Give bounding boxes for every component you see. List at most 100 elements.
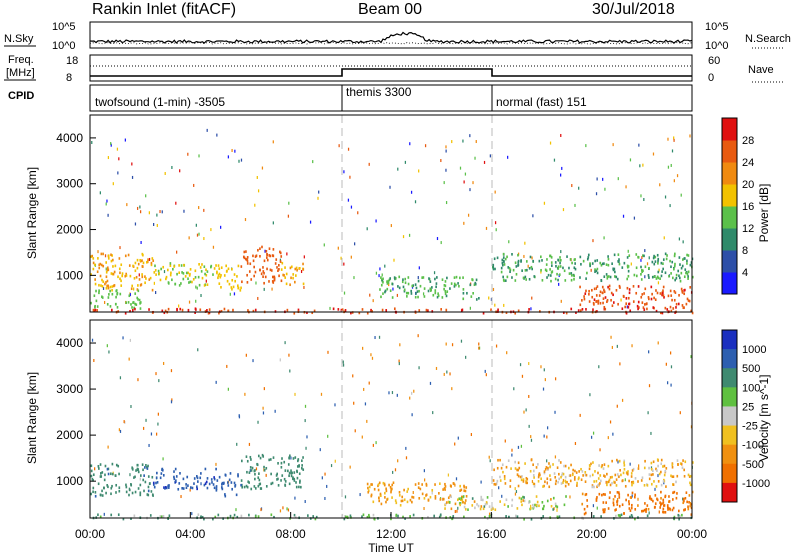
- velocity-data-cell: [388, 483, 390, 487]
- power-data-cell: [302, 262, 304, 266]
- power-data-cell: [200, 270, 203, 273]
- velocity-data-cell: [149, 514, 152, 517]
- velocity-data-cell: [227, 484, 230, 487]
- velocity-scatter-cell: [130, 405, 132, 409]
- velocity-scatter-cell: [284, 341, 286, 345]
- power-data-cell: [386, 280, 388, 283]
- velocity-data-cell: [390, 490, 392, 494]
- power-scatter-cell: [318, 190, 320, 194]
- velocity-scatter-cell: [478, 346, 481, 350]
- power-data-cell: [171, 278, 173, 282]
- velocity-scatter-cell: [484, 369, 486, 373]
- velocity-data-cell: [366, 482, 369, 486]
- velocity-data-cell: [514, 467, 517, 470]
- power-data-cell: [678, 276, 681, 280]
- power-data-cell: [414, 295, 417, 299]
- velocity-scatter-cell: [238, 415, 241, 419]
- power-data-cell: [674, 262, 676, 266]
- velocity-data-cell: [117, 513, 120, 516]
- velocity-data-cell: [213, 486, 216, 490]
- power-scatter-cell: [212, 245, 215, 249]
- velocity-data-cell: [250, 458, 252, 461]
- power-data-cell: [445, 294, 448, 298]
- power-data-cell: [496, 256, 499, 260]
- power-scatter-cell: [203, 208, 205, 212]
- velocity-data-cell: [271, 481, 274, 485]
- power-data-cell: [528, 308, 530, 311]
- velocity-data-cell: [460, 497, 463, 500]
- velocity-data-cell: [662, 501, 665, 504]
- velocity-data-cell: [464, 501, 466, 505]
- velocity-data-cell: [402, 515, 404, 519]
- power-scatter-cell: [244, 218, 247, 222]
- nsearch-label: N.Search: [745, 33, 791, 45]
- velocity-data-cell: [652, 460, 655, 464]
- power-data-cell: [290, 276, 292, 280]
- power-data-cell: [436, 295, 439, 299]
- velocity-data-cell: [377, 488, 380, 492]
- power-scatter-cell: [103, 300, 106, 304]
- power-data-cell: [508, 267, 511, 270]
- power-data-cell: [121, 274, 124, 278]
- velocity-data-cell: [667, 508, 669, 511]
- velocity-data-cell: [657, 464, 659, 468]
- power-data-cell: [154, 264, 156, 268]
- power-data-cell: [441, 296, 444, 299]
- power-scatter-cell: [353, 276, 355, 280]
- velocity-data-cell: [230, 481, 233, 484]
- power-data-cell: [417, 279, 420, 283]
- velocity-data-cell: [581, 470, 584, 473]
- power-scatter-cell: [255, 281, 257, 285]
- power-data-cell: [191, 280, 193, 284]
- velocity-data-cell: [600, 465, 603, 469]
- power-scatter-cell: [474, 156, 476, 160]
- power-data-cell: [434, 289, 437, 292]
- velocity-scatter-cell: [605, 480, 607, 484]
- power-data-cell: [533, 275, 536, 278]
- power-data-cell: [482, 311, 485, 315]
- power-data-cell: [680, 266, 683, 270]
- power-data-cell: [606, 300, 608, 304]
- power-scatter-cell: [389, 185, 391, 189]
- velocity-data-cell: [373, 517, 376, 521]
- power-swatch: [722, 140, 737, 163]
- velocity-scatter-cell: [330, 464, 333, 468]
- velocity-data-cell: [653, 506, 656, 509]
- velocity-data-cell: [611, 459, 613, 463]
- velocity-data-cell: [533, 482, 536, 486]
- power-data-cell: [113, 284, 116, 287]
- velocity-data-cell: [563, 464, 565, 468]
- power-data-cell: [538, 259, 541, 263]
- power-data-cell: [686, 259, 688, 263]
- power-scatter-cell: [227, 155, 230, 159]
- velocity-data-cell: [618, 459, 621, 463]
- power-data-cell: [531, 267, 534, 271]
- power-data-cell: [640, 272, 642, 276]
- freq-tick-top: 18: [66, 55, 78, 67]
- power-data-cell: [166, 268, 169, 272]
- velocity-data-cell: [196, 475, 198, 478]
- power-data-cell: [492, 267, 495, 271]
- velocity-scatter-cell: [368, 381, 370, 385]
- power-data-cell: [506, 275, 509, 279]
- power-data-cell: [226, 279, 229, 283]
- velocity-data-cell: [521, 475, 523, 478]
- velocity-scatter-cell: [122, 336, 124, 340]
- velocity-data-cell: [637, 467, 640, 470]
- power-scatter-cell: [381, 273, 383, 277]
- power-data-cell: [656, 291, 659, 295]
- power-data-cell: [675, 306, 677, 309]
- velocity-data-cell: [151, 493, 154, 496]
- power-data-cell: [461, 308, 464, 312]
- power-data-cell: [210, 265, 212, 269]
- velocity-scatter-cell: [304, 404, 307, 408]
- velocity-scatter-cell: [137, 378, 139, 382]
- power-data-cell: [444, 292, 447, 296]
- power-scatter-cell: [451, 140, 453, 144]
- velocity-swatch: [722, 444, 737, 465]
- velocity-data-cell: [187, 484, 189, 487]
- power-data-cell: [626, 286, 629, 290]
- power-data-cell: [201, 263, 203, 266]
